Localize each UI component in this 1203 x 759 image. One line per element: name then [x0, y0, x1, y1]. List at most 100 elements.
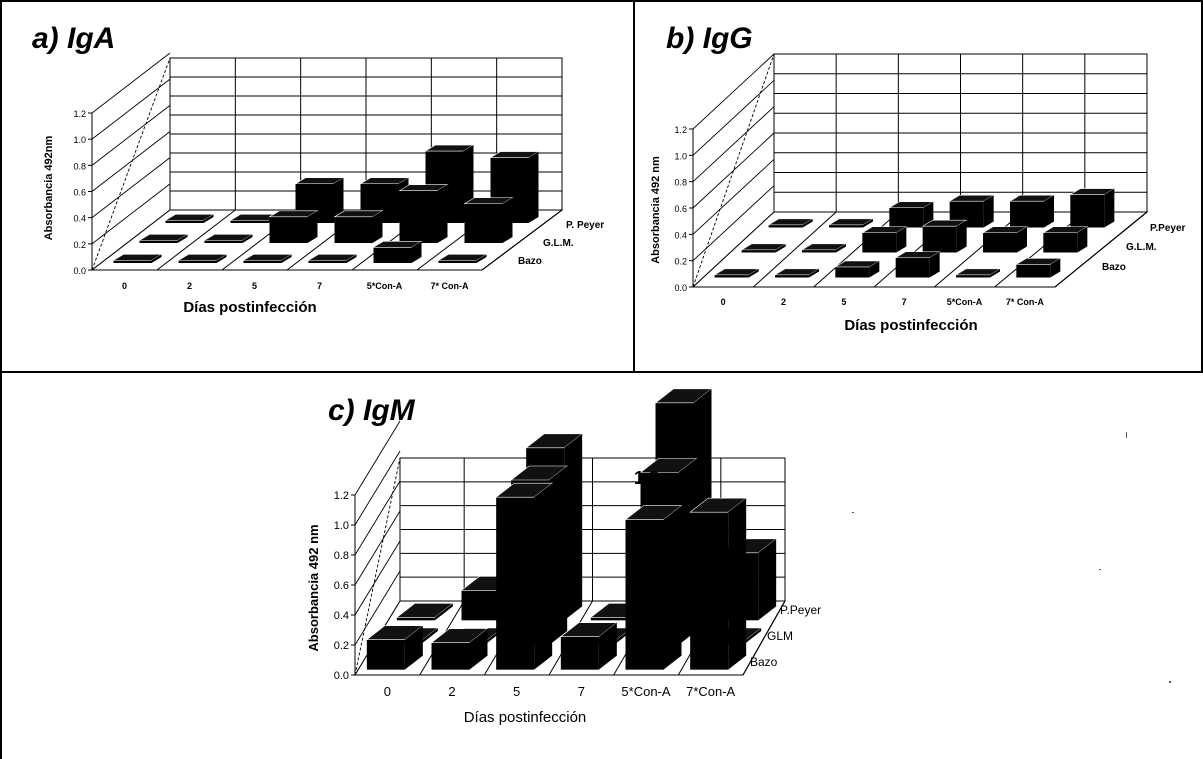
bar-side-face [502, 197, 513, 243]
bar-side-face [404, 625, 423, 670]
side-wall-edge [692, 53, 775, 288]
value-annotation: 1.8 [634, 468, 659, 488]
bar-front-face [438, 260, 477, 263]
bar-side-face [809, 268, 819, 278]
bar-glm-0 [740, 243, 787, 253]
bar-glm-0 [138, 234, 189, 243]
y-axis-label: Absorbancia 492 nm [306, 524, 321, 651]
bar-bazo-3 [559, 622, 618, 670]
bar-front-face [308, 260, 347, 263]
y-tick-label: 0.0 [73, 266, 86, 276]
bar-front-face [889, 207, 924, 228]
bar-bazo-5 [1015, 258, 1062, 278]
bar-glm-1 [203, 234, 254, 243]
y-tick-label: 0.2 [334, 640, 349, 652]
bar-side-face [281, 254, 292, 263]
x-tick-label: 7 [317, 281, 322, 291]
bar-front-face [139, 240, 178, 243]
chart-igg-plot: 0.0 0.2 0.4 0.6 0.8 1.0 1.2 0 2 5 7 5*Con-A 7* Con-A… [650, 53, 1186, 334]
bar-front-face [461, 590, 500, 621]
bar-front-face [496, 497, 535, 670]
bar-side-face [869, 260, 880, 278]
bar-front-face [835, 266, 870, 278]
side-wall-gridline [354, 540, 401, 616]
bar-bazo-1 [773, 268, 821, 278]
x-axis-label: Días postinfección [183, 299, 316, 316]
bar-side-face [437, 184, 448, 243]
bar-top-face [834, 260, 881, 268]
bar-front-face [922, 226, 957, 253]
bar-side-face [775, 243, 786, 253]
bar-side-face [476, 254, 487, 263]
y-tick-label: 0.2 [73, 240, 86, 250]
frame-left-line [0, 0, 2, 759]
bar-side-face [528, 151, 539, 223]
bar-glm-1 [800, 243, 848, 253]
side-wall-edge [354, 457, 401, 676]
x-tick-label: 2 [448, 684, 455, 699]
bar-front-face [269, 216, 308, 243]
x-tick-label: 0 [721, 297, 726, 307]
bar-side-face [346, 254, 357, 263]
bar-front-face [625, 519, 664, 670]
x-axis-label: Días postinfección [464, 709, 587, 726]
side-wall-gridline [354, 510, 401, 586]
y-tick-label: 1.2 [674, 125, 687, 135]
chart-igg: b) IgG 0.0 0.2 0.4 0.6 0.8 1.0 1.2 0 2 5 7 5*Con-A 7… [636, 0, 1201, 370]
x-tick-label: 7 [902, 297, 907, 307]
bar-side-face [203, 214, 214, 223]
chart-title: b) IgG [666, 22, 753, 55]
bar-front-face [464, 203, 503, 243]
bar-glm-5 [1042, 226, 1089, 253]
chart-title: c) IgM [328, 394, 415, 427]
bar-front-face [983, 232, 1017, 253]
side-wall-gridline [354, 420, 401, 496]
y-tick-label: 1.2 [73, 109, 86, 119]
y-tick-label: 1.0 [334, 520, 349, 532]
bar-bazo-5 [437, 254, 488, 263]
y-tick-label: 0.4 [334, 610, 349, 622]
bar-front-face [396, 617, 435, 621]
side-wall-gridline [91, 104, 171, 166]
x-tick-label: 5 [252, 281, 257, 291]
bar-front-face [1016, 264, 1051, 278]
bar-side-face [743, 628, 762, 645]
bar-side-face [333, 177, 344, 223]
x-tick-label: 5 [513, 684, 520, 699]
bar-side-face [307, 210, 318, 243]
bar-ppeyer-4 [1008, 194, 1056, 228]
bar-bazo-1 [177, 254, 228, 263]
bar-side-face [151, 254, 162, 263]
bar-top-face [1042, 226, 1089, 234]
y-tick-label: 0.0 [334, 670, 349, 682]
bar-glm-3 [333, 210, 384, 243]
bar-front-face [895, 257, 930, 278]
bar-top-face [888, 201, 935, 209]
y-tick-label: 0.8 [334, 550, 349, 562]
bar-side-face [1017, 226, 1027, 253]
series-axis-label: P.Peyer [780, 603, 821, 617]
frame-right-line [1201, 0, 1203, 372]
bar-front-face [230, 220, 269, 223]
y-tick-label: 0.6 [73, 188, 86, 198]
bar-front-face [560, 636, 599, 670]
bar-side-face [1077, 226, 1088, 253]
side-wall-gridline [91, 131, 171, 192]
bar-front-face [802, 249, 836, 253]
side-wall-gridline [692, 53, 775, 130]
y-axis-label: Absorbancia 492 nm [650, 156, 662, 264]
bar-front-face [165, 220, 204, 223]
bar-bazo-1 [430, 628, 489, 670]
bar-glm-2 [861, 226, 908, 253]
bar-top-face [861, 226, 908, 234]
x-tick-label: 5*Con-A [947, 297, 983, 307]
chart-iga: a) IgA 0.0 0.2 0.4 0.6 0.8 1.0 1.2 0 2 5 7 5*Con-A 7… [0, 0, 632, 370]
series-axis-label: G.L.M. [543, 238, 574, 249]
bar-ppeyer-0 [164, 214, 215, 223]
bar-ppeyer-5 [1069, 188, 1116, 228]
bar-front-face [334, 216, 373, 243]
bar-bazo-3 [307, 254, 358, 263]
bar-side-face [411, 241, 422, 263]
floor-right-edge [742, 600, 786, 676]
y-tick-label: 0.6 [334, 580, 349, 592]
